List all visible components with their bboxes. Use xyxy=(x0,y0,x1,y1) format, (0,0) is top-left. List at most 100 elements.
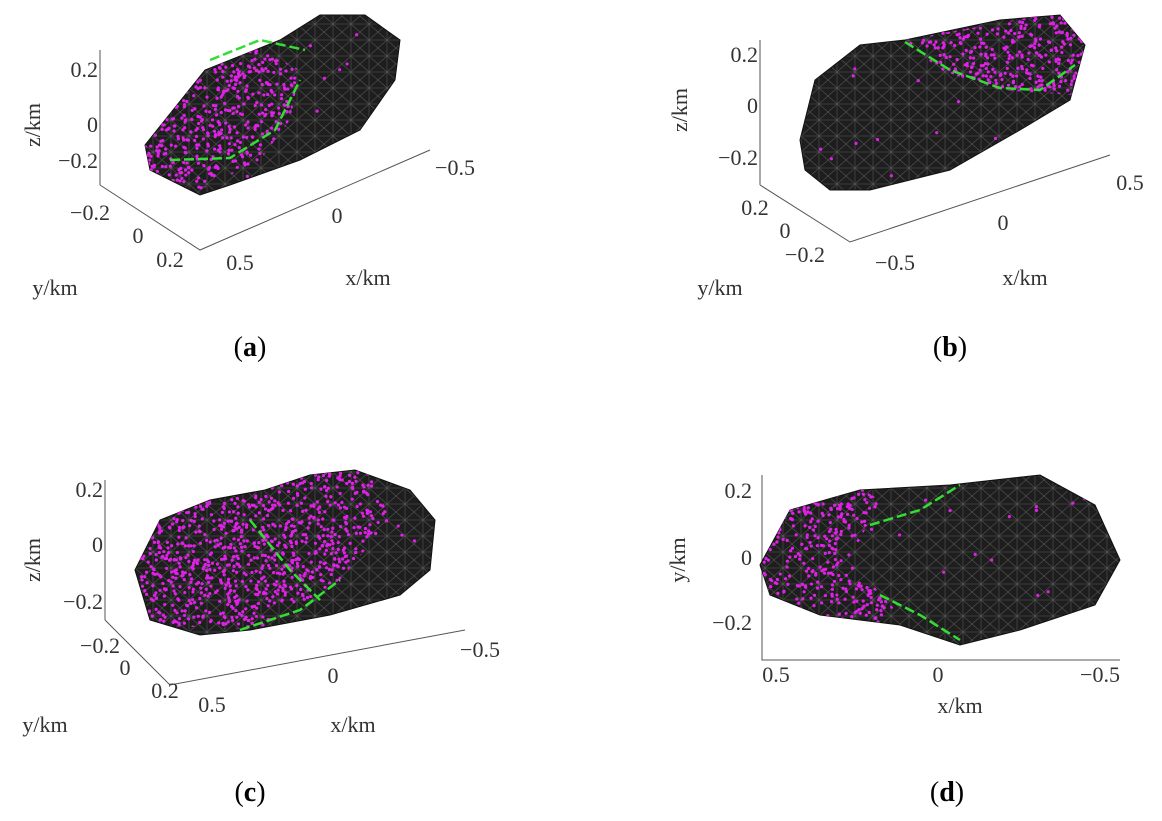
point xyxy=(762,591,766,595)
point xyxy=(303,496,307,500)
point xyxy=(298,573,302,577)
point xyxy=(802,112,805,115)
point xyxy=(237,612,242,616)
point xyxy=(1032,637,1035,640)
point xyxy=(306,187,309,190)
point xyxy=(157,84,161,88)
point xyxy=(146,496,150,500)
point xyxy=(1047,153,1050,156)
point xyxy=(324,548,328,552)
point xyxy=(244,573,248,577)
point xyxy=(281,551,285,555)
point xyxy=(253,21,256,24)
point xyxy=(1053,188,1056,191)
point xyxy=(362,485,366,489)
point xyxy=(406,610,409,613)
point xyxy=(326,527,330,531)
point xyxy=(837,46,840,49)
point xyxy=(225,136,229,140)
point xyxy=(178,492,182,497)
point xyxy=(176,542,180,546)
point xyxy=(1014,85,1018,89)
point xyxy=(1027,161,1030,164)
point xyxy=(341,182,344,185)
point xyxy=(147,625,152,629)
point xyxy=(148,113,152,118)
point xyxy=(383,472,387,476)
point xyxy=(296,564,300,568)
point xyxy=(175,178,180,182)
point xyxy=(264,474,268,478)
point xyxy=(1090,623,1093,626)
point xyxy=(258,476,262,480)
point xyxy=(309,504,313,508)
point xyxy=(1030,163,1033,166)
point xyxy=(408,614,411,617)
point xyxy=(225,487,229,491)
point xyxy=(201,479,205,484)
point xyxy=(1026,71,1030,75)
point xyxy=(1047,178,1050,181)
point xyxy=(1066,37,1070,41)
point xyxy=(308,576,313,580)
point xyxy=(174,620,178,624)
x-tick-label: 0 xyxy=(332,203,343,228)
point xyxy=(385,628,389,630)
point xyxy=(409,627,412,630)
point xyxy=(849,39,852,42)
point xyxy=(1046,118,1049,121)
point xyxy=(218,144,222,148)
point xyxy=(987,184,990,187)
point xyxy=(292,22,295,25)
point xyxy=(837,51,840,54)
point xyxy=(172,507,176,511)
point xyxy=(371,516,375,521)
point xyxy=(205,95,209,99)
point xyxy=(148,519,152,524)
point xyxy=(366,186,369,189)
point xyxy=(766,558,771,562)
point xyxy=(1057,165,1060,168)
point xyxy=(836,515,840,519)
point xyxy=(260,189,264,190)
point xyxy=(231,618,235,622)
point xyxy=(174,173,178,177)
point xyxy=(213,21,216,24)
point xyxy=(278,585,282,589)
point xyxy=(1087,608,1090,611)
point xyxy=(301,532,305,537)
point xyxy=(252,541,256,545)
point xyxy=(346,171,349,174)
point xyxy=(872,40,875,43)
point xyxy=(853,533,857,537)
point xyxy=(240,112,244,117)
point xyxy=(330,175,333,178)
point xyxy=(288,509,293,513)
point xyxy=(322,169,325,172)
point xyxy=(816,45,819,48)
point xyxy=(230,46,234,50)
point xyxy=(319,573,323,577)
point xyxy=(1059,124,1062,127)
point xyxy=(392,97,395,100)
point xyxy=(375,192,378,195)
point xyxy=(293,165,297,169)
point xyxy=(168,470,172,472)
point xyxy=(395,469,398,472)
point xyxy=(155,169,160,174)
point xyxy=(226,577,231,581)
point xyxy=(280,93,284,97)
point xyxy=(941,31,945,35)
point xyxy=(219,95,223,99)
point xyxy=(285,632,288,635)
point xyxy=(196,176,201,180)
point xyxy=(167,578,171,583)
point xyxy=(935,22,939,26)
point xyxy=(345,529,349,533)
point xyxy=(319,525,323,529)
point xyxy=(278,572,282,576)
point xyxy=(311,163,314,166)
point xyxy=(421,627,424,630)
point xyxy=(1077,79,1081,83)
point xyxy=(236,89,240,93)
